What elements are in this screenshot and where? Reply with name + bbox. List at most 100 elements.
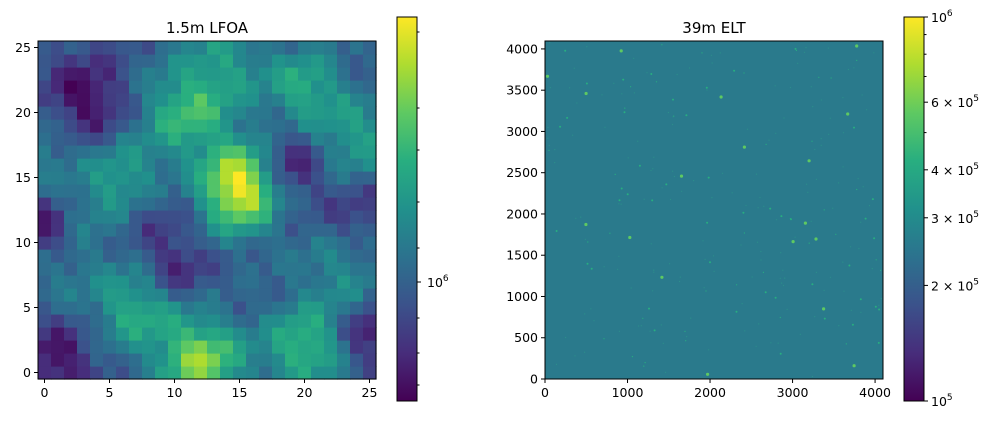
heatmap-cell xyxy=(207,275,221,289)
heatmap-cell xyxy=(207,145,221,159)
heatmap-cell xyxy=(129,54,143,68)
heatmap-cell xyxy=(350,93,364,107)
heatmap-cell xyxy=(272,197,286,211)
heatmap-cell xyxy=(363,184,377,198)
y-tick-label: 1500 xyxy=(506,248,538,263)
heatmap-cell xyxy=(77,54,91,68)
heatmap-cell xyxy=(155,67,169,81)
star-point xyxy=(707,176,710,179)
heatmap-cell xyxy=(220,119,234,133)
heatmap-cell xyxy=(103,366,117,380)
heatmap-cell xyxy=(324,158,338,172)
heatmap-cell xyxy=(51,67,65,81)
heatmap-cell xyxy=(298,145,312,159)
heatmap-cell xyxy=(38,132,52,146)
heatmap-cell xyxy=(272,366,286,380)
star-point xyxy=(871,198,874,201)
heatmap-cell xyxy=(259,327,273,341)
heatmap-cell xyxy=(311,106,325,120)
heatmap-cell xyxy=(129,262,143,276)
star-point xyxy=(706,221,709,224)
heatmap-cell xyxy=(116,223,130,237)
x-tick-label: 0 xyxy=(541,385,549,400)
heatmap-cell xyxy=(220,275,234,289)
heatmap-cell xyxy=(363,223,377,237)
heatmap-cell xyxy=(129,184,143,198)
heatmap-cell xyxy=(38,262,52,276)
heatmap-cell xyxy=(194,145,208,159)
heatmap-cell xyxy=(38,80,52,94)
heatmap-cell xyxy=(142,54,156,68)
colorbar-tick-label: 105 xyxy=(931,393,953,409)
heatmap-cell xyxy=(194,223,208,237)
star-point xyxy=(548,149,550,151)
star-point xyxy=(669,263,671,265)
star-point xyxy=(702,240,704,242)
heatmap-cell xyxy=(64,184,78,198)
heatmap-cell xyxy=(233,119,247,133)
heatmap-cell xyxy=(51,119,65,133)
star-point xyxy=(843,290,845,292)
heatmap-cell xyxy=(77,184,91,198)
heatmap-cell xyxy=(337,197,351,211)
heatmap-cell xyxy=(194,262,208,276)
star-point xyxy=(555,363,558,365)
heatmap-cell xyxy=(155,288,169,302)
heatmap-cell xyxy=(129,366,143,380)
heatmap-cell xyxy=(129,80,143,94)
right-y-axis: 0 500 1000 1500 2000 2500 3000 3500 4000 xyxy=(506,41,545,387)
heatmap-cell xyxy=(207,340,221,354)
heatmap-cell xyxy=(246,340,260,354)
heatmap-cell xyxy=(337,353,351,367)
heatmap-cell xyxy=(194,366,208,380)
star-point xyxy=(764,291,767,294)
star-point xyxy=(564,49,567,52)
heatmap-cell xyxy=(90,93,104,107)
star-point xyxy=(812,106,814,108)
y-tick-label: 1000 xyxy=(506,289,538,304)
heatmap-cell xyxy=(220,67,234,81)
star-point xyxy=(808,242,810,244)
star-point xyxy=(710,54,713,56)
heatmap-cell xyxy=(77,171,91,185)
heatmap-cell xyxy=(168,210,182,224)
heatmap-cell xyxy=(77,288,91,302)
heatmap-cell xyxy=(90,223,104,237)
heatmap-cell xyxy=(77,210,91,224)
heatmap-cell xyxy=(233,93,247,107)
heatmap-cell xyxy=(246,54,260,68)
heatmap-cell xyxy=(103,197,117,211)
heatmap-cell xyxy=(142,366,156,380)
heatmap-cell xyxy=(103,54,117,68)
heatmap-cell xyxy=(311,171,325,185)
heatmap-cell xyxy=(337,158,351,172)
star-point xyxy=(820,99,823,101)
heatmap-cell xyxy=(298,119,312,133)
star-point xyxy=(672,98,674,101)
heatmap-cell xyxy=(350,145,364,159)
y-tick-label: 15 xyxy=(15,170,31,185)
heatmap-cell xyxy=(207,54,221,68)
heatmap-cell xyxy=(155,171,169,185)
heatmap-cell xyxy=(324,80,338,94)
heatmap-cell xyxy=(77,119,91,133)
heatmap-cell xyxy=(298,158,312,172)
star-point xyxy=(653,269,655,271)
star-point xyxy=(742,211,745,214)
heatmap-cell xyxy=(64,249,78,263)
star-point xyxy=(874,305,877,308)
heatmap-cell xyxy=(233,301,247,315)
heatmap-cell xyxy=(194,41,208,55)
heatmap-cell xyxy=(246,262,260,276)
star-point xyxy=(762,271,765,273)
star-point xyxy=(838,325,840,327)
heatmap-cell xyxy=(64,67,78,81)
heatmap-cell xyxy=(90,67,104,81)
heatmap-cell xyxy=(246,106,260,120)
heatmap-cell xyxy=(350,184,364,198)
heatmap-cell xyxy=(311,93,325,107)
star-point xyxy=(740,244,742,246)
heatmap-cell xyxy=(116,54,130,68)
heatmap-cell xyxy=(103,132,117,146)
heatmap-cell xyxy=(103,106,117,120)
